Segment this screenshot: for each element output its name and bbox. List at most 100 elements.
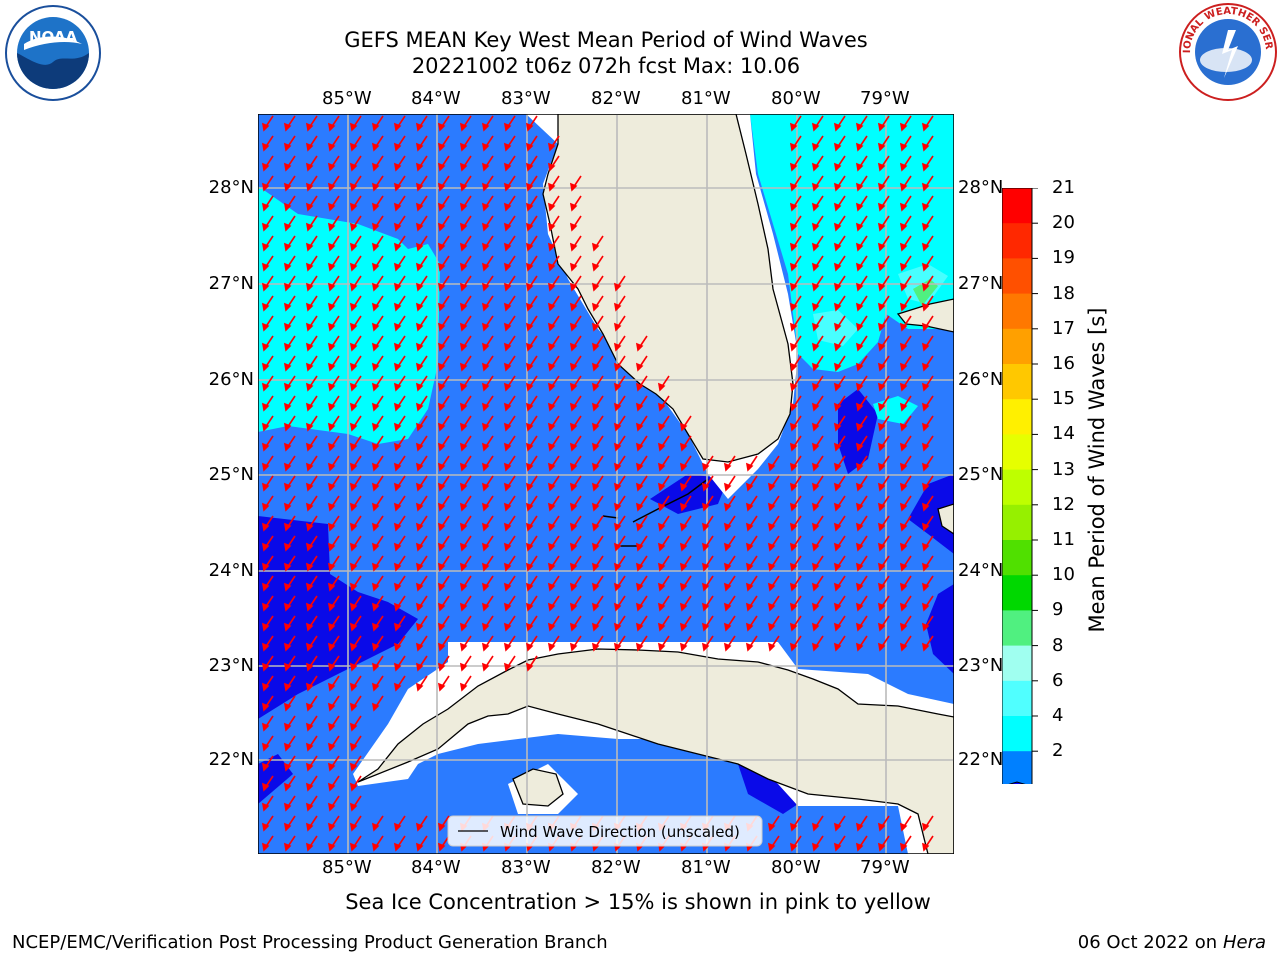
wave-arrow-head bbox=[811, 542, 820, 552]
wave-arrow-head bbox=[613, 422, 622, 432]
wave-arrow-head bbox=[569, 622, 578, 632]
colorbar-segment bbox=[1002, 716, 1032, 752]
wave-arrow-head bbox=[855, 522, 864, 532]
wave-arrow-head bbox=[327, 162, 336, 172]
wave-arrow-head bbox=[283, 362, 292, 372]
wave-arrow-head bbox=[437, 582, 446, 592]
wave-arrow-head bbox=[349, 642, 358, 652]
wave-arrow-head bbox=[283, 522, 292, 532]
wave-arrow-head bbox=[349, 562, 358, 572]
wave-arrow-head bbox=[789, 202, 798, 212]
wave-arrow-head bbox=[415, 582, 424, 592]
wave-arrow-head bbox=[767, 622, 776, 632]
wave-arrow-head bbox=[349, 202, 358, 212]
lon-tick-bottom: 80°W bbox=[771, 857, 821, 878]
wave-arrow-head bbox=[503, 542, 512, 552]
wave-arrow-head bbox=[459, 642, 468, 652]
wave-arrow-head bbox=[547, 222, 556, 232]
wave-arrow-head bbox=[393, 442, 402, 452]
wave-arrow-head bbox=[855, 202, 864, 212]
lat-tick-right: 23°N bbox=[958, 655, 1004, 676]
wave-arrow-head bbox=[503, 302, 512, 312]
wave-arrow-head bbox=[327, 742, 336, 752]
wave-arrow-head bbox=[591, 642, 600, 652]
wave-arrow-head bbox=[921, 842, 930, 852]
wave-arrow-head bbox=[921, 222, 930, 232]
wave-arrow-head bbox=[855, 242, 864, 252]
wave-arrow-head bbox=[811, 622, 820, 632]
wave-arrow-head bbox=[701, 502, 710, 512]
wave-arrow-head bbox=[305, 262, 314, 272]
wave-arrow-head bbox=[811, 842, 820, 852]
wave-arrow-head bbox=[591, 462, 600, 472]
wave-arrow-head bbox=[569, 602, 578, 612]
wave-arrow-head bbox=[503, 362, 512, 372]
wave-arrow-head bbox=[789, 282, 798, 292]
wave-arrow-head bbox=[877, 522, 886, 532]
wave-arrow-head bbox=[371, 342, 380, 352]
wave-arrow-head bbox=[481, 482, 490, 492]
wave-arrow-head bbox=[877, 242, 886, 252]
wave-arrow-head bbox=[723, 502, 732, 512]
wave-arrow-head bbox=[349, 442, 358, 452]
wave-arrow-head bbox=[283, 562, 292, 572]
wave-arrow-head bbox=[591, 302, 600, 312]
wave-arrow-head bbox=[767, 602, 776, 612]
wave-arrow-head bbox=[481, 242, 490, 252]
colorbar-segment bbox=[1002, 540, 1032, 576]
wave-arrow-head bbox=[547, 542, 556, 552]
wave-arrow-head bbox=[459, 542, 468, 552]
wave-arrow-head bbox=[481, 422, 490, 432]
wave-arrow-head bbox=[591, 482, 600, 492]
wave-arrow-head bbox=[437, 162, 446, 172]
wave-arrow-head bbox=[921, 582, 930, 592]
wave-arrow-head bbox=[327, 262, 336, 272]
lon-tick-bottom: 82°W bbox=[591, 857, 641, 878]
wave-arrow-head bbox=[525, 542, 534, 552]
wave-arrow-head bbox=[459, 162, 468, 172]
wave-arrow-head bbox=[833, 842, 842, 852]
wave-arrow-head bbox=[657, 582, 666, 592]
wave-arrow-head bbox=[547, 582, 556, 592]
wave-arrow-head bbox=[723, 582, 732, 592]
colorbar-tick: 18 bbox=[1052, 282, 1075, 304]
wave-arrow-head bbox=[459, 662, 468, 672]
wave-arrow-head bbox=[745, 562, 754, 572]
wave-arrow-head bbox=[525, 402, 534, 412]
wave-arrow-head bbox=[877, 582, 886, 592]
wave-arrow-head bbox=[591, 342, 600, 352]
wave-arrow-head bbox=[503, 482, 512, 492]
wave-arrow-head bbox=[481, 442, 490, 452]
wave-arrow-head bbox=[437, 522, 446, 532]
wave-arrow-head bbox=[789, 402, 798, 412]
wave-arrow-head bbox=[525, 182, 534, 192]
wave-arrow-head bbox=[899, 842, 908, 852]
wave-arrow-head bbox=[283, 802, 292, 812]
wave-arrow-head bbox=[327, 722, 336, 732]
wave-arrow-head bbox=[437, 542, 446, 552]
wave-arrow-head bbox=[921, 122, 930, 132]
wave-arrow-head bbox=[811, 582, 820, 592]
wave-arrow-head bbox=[855, 542, 864, 552]
wave-arrow-head bbox=[635, 542, 644, 552]
wave-arrow-head bbox=[789, 842, 798, 852]
wave-arrow-head bbox=[261, 602, 270, 612]
wave-arrow-head bbox=[855, 182, 864, 192]
wave-arrow-head bbox=[305, 202, 314, 212]
wave-arrow-head bbox=[591, 402, 600, 412]
wave-arrow-head bbox=[327, 442, 336, 452]
wave-arrow-head bbox=[767, 522, 776, 532]
wave-arrow-head bbox=[855, 442, 864, 452]
colorbar-segment bbox=[1002, 188, 1032, 224]
wave-arrow-head bbox=[899, 582, 908, 592]
wave-arrow-head bbox=[327, 242, 336, 252]
wave-arrow-head bbox=[481, 562, 490, 572]
wave-arrow-head bbox=[283, 702, 292, 712]
wave-arrow-head bbox=[789, 602, 798, 612]
colorbar-tick: 21 bbox=[1052, 177, 1075, 198]
wave-arrow-head bbox=[569, 342, 578, 352]
wave-arrow-head bbox=[327, 842, 336, 852]
wave-arrow-head bbox=[833, 422, 842, 432]
wave-arrow-head bbox=[635, 502, 644, 512]
wave-arrow-head bbox=[349, 742, 358, 752]
